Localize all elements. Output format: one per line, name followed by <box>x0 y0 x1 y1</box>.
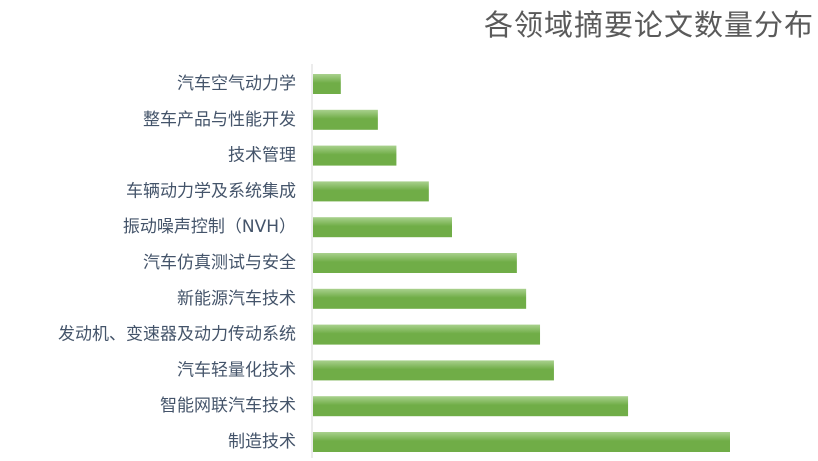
bar-5 <box>313 253 517 273</box>
bar-8 <box>313 360 554 381</box>
bar-3 <box>313 181 429 202</box>
category-label-7: 发动机、变速器及动力传动系统 <box>58 325 296 345</box>
bar-7 <box>313 324 541 345</box>
bar-4 <box>313 217 452 238</box>
category-label-10: 制造技术 <box>228 432 296 452</box>
category-label-6: 新能源汽车技术 <box>177 289 296 309</box>
bar-2 <box>313 145 397 166</box>
bar-6 <box>313 288 527 309</box>
bar-9 <box>313 396 629 417</box>
category-label-8: 汽车轻量化技术 <box>177 360 296 380</box>
category-label-0: 汽车空气动力学 <box>177 74 296 94</box>
category-label-2: 技术管理 <box>228 146 296 166</box>
category-label-1: 整车产品与性能开发 <box>143 110 296 130</box>
category-label-4: 振动噪声控制（NVH） <box>123 217 296 237</box>
category-label-3: 车辆动力学及系统集成 <box>126 181 296 201</box>
bar-1 <box>313 109 378 130</box>
bar-0 <box>313 74 341 94</box>
bar-10 <box>313 432 730 452</box>
category-label-5: 汽车仿真测试与安全 <box>143 253 296 273</box>
chart-title: 各领域摘要论文数量分布 <box>483 8 814 42</box>
category-label-9: 智能网联汽车技术 <box>160 396 296 416</box>
